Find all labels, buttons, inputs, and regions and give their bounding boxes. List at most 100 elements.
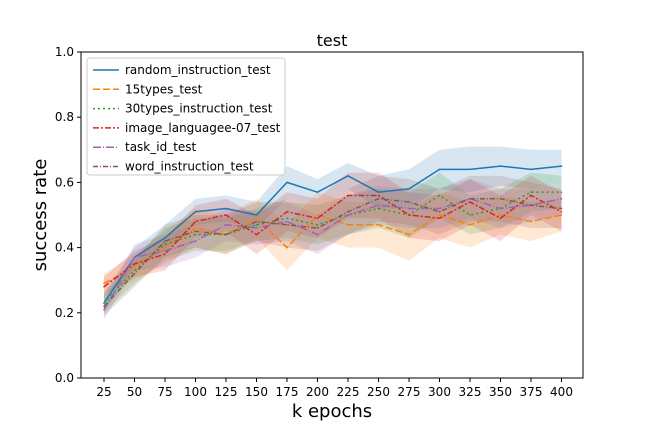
point-series-0-11 [438,168,441,171]
point-series-4-11 [438,207,441,210]
y-axis: 0.0 0.2 0.4 0.6 0.8 1.0 [55,45,81,385]
point-series-5-6 [286,223,288,226]
point-series-0-4 [225,207,227,210]
point-series-5-10 [408,201,410,203]
point-series-3-4 [225,214,227,216]
x-tick-label-4: 125 [215,385,238,399]
y-tick-label-2: 0.4 [55,241,74,255]
x-tick-label-15: 400 [550,385,573,399]
point-series-5-1 [133,272,136,275]
point-series-1-13 [499,214,502,216]
point-series-4-5 [255,227,258,229]
chart-title: test [317,31,348,50]
point-series-1-15 [560,214,563,216]
band-series-1 [104,192,562,294]
legend: random_instruction_test 15types_test 30typ… [86,57,286,176]
point-series-1-5 [255,217,258,220]
x-tick-label-5: 150 [245,385,268,399]
band-series-3 [104,172,562,297]
point-series-2-7 [316,223,319,226]
point-series-2-6 [286,217,288,220]
point-series-3-12 [469,201,471,203]
point-series-3-13 [499,217,502,220]
point-series-0-6 [286,181,288,184]
point-series-4-1 [133,256,136,259]
y-tick-label-3: 0.6 [55,175,74,189]
point-series-5-0 [103,305,105,308]
point-series-1-3 [194,227,197,229]
point-series-4-8 [347,214,349,216]
point-series-1-7 [316,214,319,216]
x-axis-label: k epochs [292,401,372,422]
x-tick-label-8: 225 [337,385,360,399]
point-series-0-2 [164,237,166,239]
point-series-3-15 [560,210,563,213]
point-series-5-7 [316,227,319,229]
x-tick-label-7: 200 [306,385,329,399]
point-series-4-15 [560,197,563,200]
legend-label-2: 30types_instruction_test [125,102,273,116]
point-series-2-9 [377,207,380,210]
legend-box [86,57,286,176]
point-series-5-4 [225,233,227,236]
point-series-1-8 [347,223,349,226]
x-tick-label-2: 75 [157,385,172,399]
point-series-4-6 [286,220,288,223]
point-series-3-7 [316,217,319,220]
line-series-3 [103,194,562,288]
point-series-1-1 [133,266,136,268]
point-series-4-9 [377,204,380,207]
point-series-3-2 [164,253,166,255]
plot-frame [80,51,584,379]
point-series-5-13 [499,197,502,200]
y-tick-label-5: 1.0 [55,45,74,59]
point-series-5-11 [438,210,441,213]
point-series-1-6 [286,246,288,249]
point-series-2-2 [164,243,166,246]
point-series-3-8 [347,194,349,197]
point-series-0-15 [560,165,563,167]
legend-label-3: image_languagee-07_test [125,121,281,135]
legend-label-4: task_id_test [125,140,197,154]
point-series-5-12 [469,197,471,200]
point-series-0-9 [377,191,380,193]
point-series-3-0 [103,285,105,288]
series-lines [103,165,563,311]
point-series-3-11 [438,217,441,220]
point-series-0-8 [347,175,349,177]
point-series-1-0 [103,282,105,285]
point-series-0-12 [469,168,471,171]
point-series-3-3 [194,220,197,223]
point-series-1-10 [408,233,410,236]
x-tick-label-6: 175 [276,385,299,399]
point-series-4-10 [408,207,410,210]
point-series-0-10 [408,188,410,190]
confidence-bands [104,146,562,320]
point-series-5-5 [255,220,258,223]
point-series-2-3 [194,233,197,236]
point-series-3-6 [286,210,288,213]
legend-label-5: word_instruction_test [125,160,254,174]
point-series-4-0 [103,308,105,311]
point-series-5-9 [377,197,380,200]
x-axis: 25 50 75 100 125 150 175 200 225 250 275 300 325 350 3… [96,378,573,399]
point-series-2-0 [103,302,105,304]
point-series-3-14 [530,194,532,197]
y-tick-label-1: 0.2 [55,306,74,320]
point-series-1-2 [164,246,166,249]
band-series-0 [104,146,562,313]
point-series-3-10 [408,214,410,216]
point-series-2-1 [133,269,136,272]
point-series-5-2 [164,240,166,242]
band-series-2 [104,172,562,313]
point-series-0-14 [530,168,532,171]
legend-label-1: 15types_test [125,82,203,96]
y-tick-label-0: 0.0 [55,371,74,385]
band-series-4 [104,179,562,320]
line-series-4 [103,197,562,310]
point-series-2-15 [560,191,563,193]
point-series-3-1 [133,263,136,265]
x-tick-label-3: 100 [184,385,207,399]
point-series-5-8 [347,210,349,213]
point-series-1-14 [530,220,532,223]
